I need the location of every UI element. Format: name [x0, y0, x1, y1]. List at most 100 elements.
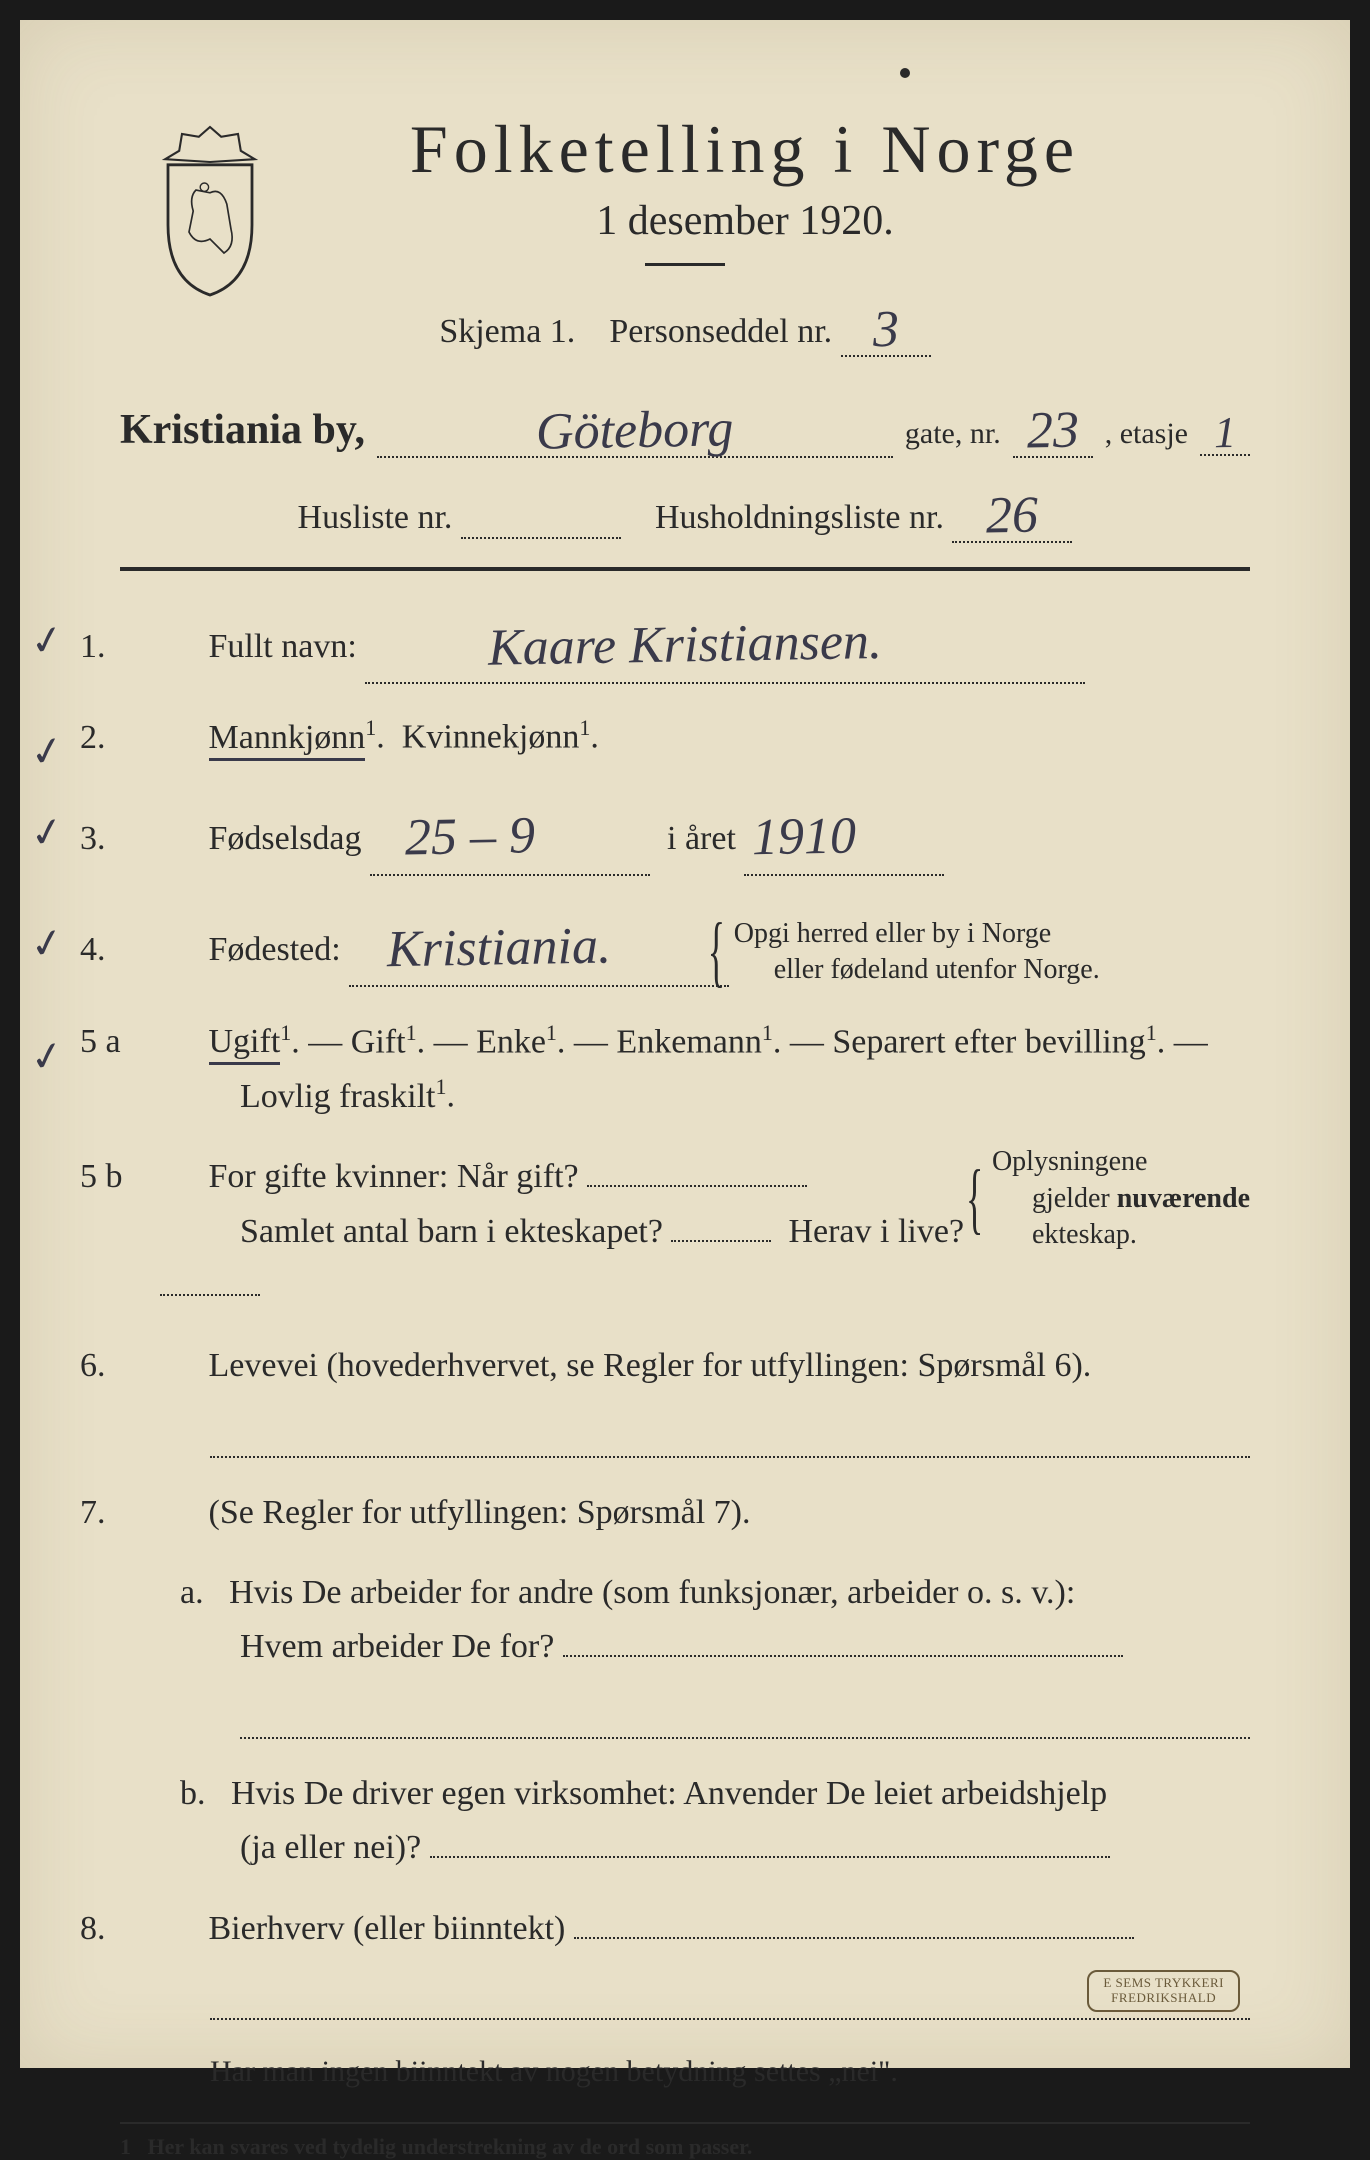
question-4: ✓ 4. Fødested: Kristiania. Opgi herred e… — [120, 902, 1250, 989]
question-1: ✓ 1. Fullt navn: Kaare Kristiansen. — [120, 599, 1250, 684]
checkmark-icon: ✓ — [64, 717, 75, 780]
q7b-text2: (ja eller nei)? — [240, 1829, 421, 1866]
gate-label: gate, nr. — [905, 417, 1001, 451]
section-divider — [120, 567, 1250, 571]
q3-year-label: i året — [667, 820, 736, 857]
personseddel-value: 3 — [872, 300, 899, 359]
q2-kvinne: Kvinnekjønn — [402, 719, 580, 756]
printer-stamp: E SEMS TRYKKERI FREDRIKSHALD — [1087, 1970, 1240, 2012]
q5b-aside: Oplysningene gjelder nuværende ekteskap. — [1016, 1144, 1250, 1253]
q5b-label3: Herav i live? — [788, 1213, 964, 1250]
husliste-label: Husliste nr. — [298, 499, 453, 536]
q5a-num: 5 a — [120, 1015, 200, 1069]
footnote-marker: 1 — [120, 2134, 131, 2159]
title-divider — [645, 263, 725, 266]
crest-svg — [140, 120, 280, 302]
q5a-opt-separert: Separert efter bevilling — [832, 1023, 1145, 1060]
question-7a: a. Hvis De arbeider for andre (som funks… — [120, 1566, 1250, 1675]
q4-aside: Opgi herred eller by i Norge eller fødel… — [758, 916, 1100, 989]
q3-year-value: 1910 — [792, 794, 857, 878]
census-document-page: Folketelling i Norge 1 desember 1920. Sk… — [20, 20, 1350, 2068]
q1-label: Fullt navn: — [209, 628, 357, 665]
closing-note: Har man ingen biinntekt av nogen betydni… — [120, 2048, 1250, 2096]
q3-day-value: 25 – 9 — [444, 794, 535, 879]
q4-aside-2: eller fødeland utenfor Norge. — [774, 954, 1100, 985]
etasje-value: 1 — [1214, 407, 1237, 458]
coat-of-arms-icon — [140, 120, 280, 300]
etasje-label: , etasje — [1105, 417, 1188, 451]
skjema-line: Skjema 1. Personseddel nr. 3 — [120, 296, 1250, 357]
personseddel-label: Personseddel nr. — [609, 313, 832, 350]
q4-aside-1: Opgi herred eller by i Norge — [734, 918, 1052, 949]
q7a-field — [563, 1655, 1123, 1657]
q8-label: Bierhverv (eller biinntekt) — [209, 1910, 566, 1947]
q7b-field — [430, 1856, 1110, 1858]
q3-year-field: 1910 — [744, 791, 944, 876]
checkmark-icon: ✓ — [64, 797, 75, 860]
stamp-line1: E SEMS TRYKKERI — [1103, 1975, 1224, 1990]
q8-num: 8. — [120, 1902, 200, 1956]
city-label: Kristiania by, — [120, 406, 365, 454]
question-5a: ✓ 5 a Ugift1. — Gift1. — Enke1. — Enkema… — [120, 1015, 1250, 1124]
q7a-label: a. — [180, 1574, 204, 1611]
q4-value: Kristiania. — [427, 904, 612, 990]
etasje-field: 1 — [1200, 403, 1250, 456]
q6-blank-line — [210, 1422, 1250, 1458]
personseddel-field: 3 — [841, 296, 931, 357]
stamp-line2: FREDRIKSHALD — [1111, 1990, 1216, 2005]
q5b-field2 — [671, 1240, 771, 1242]
question-7: 7. (Se Regler for utfyllingen: Spørsmål … — [120, 1486, 1250, 1540]
street-field: Göteborg — [377, 397, 893, 458]
q5b-label1: For gifte kvinner: Når gift? — [209, 1158, 579, 1195]
checkmark-icon: ✓ — [64, 1021, 75, 1084]
q1-field: Kaare Kristiansen. — [365, 599, 1085, 684]
q2-num: 2. — [120, 711, 200, 765]
q7-num: 7. — [120, 1486, 200, 1540]
footnote-text: Her kan svares ved tydelig understreknin… — [148, 2134, 753, 2159]
q5a-opt-enke: Enke — [476, 1023, 546, 1060]
footnote-divider — [120, 2122, 1250, 2124]
gate-nr-field: 23 — [1013, 397, 1093, 458]
q5b-num: 5 b — [120, 1150, 200, 1204]
q5b-field1 — [587, 1185, 807, 1187]
title-main: Folketelling i Norge — [240, 110, 1250, 189]
q6-num: 6. — [120, 1339, 200, 1393]
question-6: 6. Levevei (hovederhvervet, se Regler fo… — [120, 1339, 1250, 1393]
footnote: 1 Her kan svares ved tydelig understrekn… — [120, 2134, 1250, 2160]
city-line: Kristiania by, Göteborg gate, nr. 23 , e… — [120, 397, 1250, 458]
ink-spot — [900, 68, 910, 78]
q1-num: 1. — [120, 620, 200, 674]
q5a-opt-enkemann: Enkemann — [616, 1023, 761, 1060]
q8-field — [574, 1937, 1134, 1939]
q7a-text2: Hvem arbeider De for? — [240, 1628, 554, 1665]
title-date: 1 desember 1920. — [240, 197, 1250, 245]
checkmark-icon: ✓ — [64, 605, 75, 668]
husholdning-label: Husholdningsliste nr. — [655, 499, 944, 536]
husholdning-field: 26 — [952, 482, 1072, 543]
q5b-field3 — [160, 1294, 260, 1296]
q1-value: Kaare Kristiansen. — [528, 600, 883, 689]
q4-label: Fødested: — [209, 931, 341, 968]
skjema-label: Skjema 1. — [439, 313, 575, 350]
husliste-line: Husliste nr. Husholdningsliste nr. 26 — [120, 482, 1250, 543]
q2-mann: Mannkjønn — [209, 719, 366, 761]
q5b-label2: Samlet antal barn i ekteskapet? — [160, 1213, 663, 1250]
q7a-text1: Hvis De arbeider for andre (som funksjon… — [229, 1574, 1075, 1611]
checkmark-icon: ✓ — [64, 909, 75, 972]
question-3: ✓ 3. Fødselsdag 25 – 9 i året 1910 — [120, 791, 1250, 876]
q7-label: (Se Regler for utfyllingen: Spørsmål 7). — [209, 1494, 751, 1531]
q7b-label: b. — [180, 1775, 206, 1812]
q3-num: 3. — [120, 812, 200, 866]
street-value: Göteborg — [536, 399, 734, 461]
q5b-aside-2: gjelder nuværende — [1032, 1183, 1250, 1214]
question-2: ✓ 2. Mannkjønn1. Kvinnekjønn1. — [120, 710, 1250, 765]
q7a-blank-line — [240, 1703, 1250, 1739]
gate-nr-value: 23 — [1026, 401, 1079, 461]
q4-num: 4. — [120, 923, 200, 977]
q5a-opt-fraskilt: Lovlig fraskilt — [160, 1078, 435, 1115]
q6-label: Levevei (hovederhvervet, se Regler for u… — [209, 1347, 1092, 1384]
q5b-aside-3: ekteskap. — [1032, 1219, 1137, 1250]
husholdning-value: 26 — [986, 486, 1039, 546]
q5a-opt-ugift: Ugift — [209, 1023, 281, 1065]
husliste-field — [461, 499, 621, 539]
